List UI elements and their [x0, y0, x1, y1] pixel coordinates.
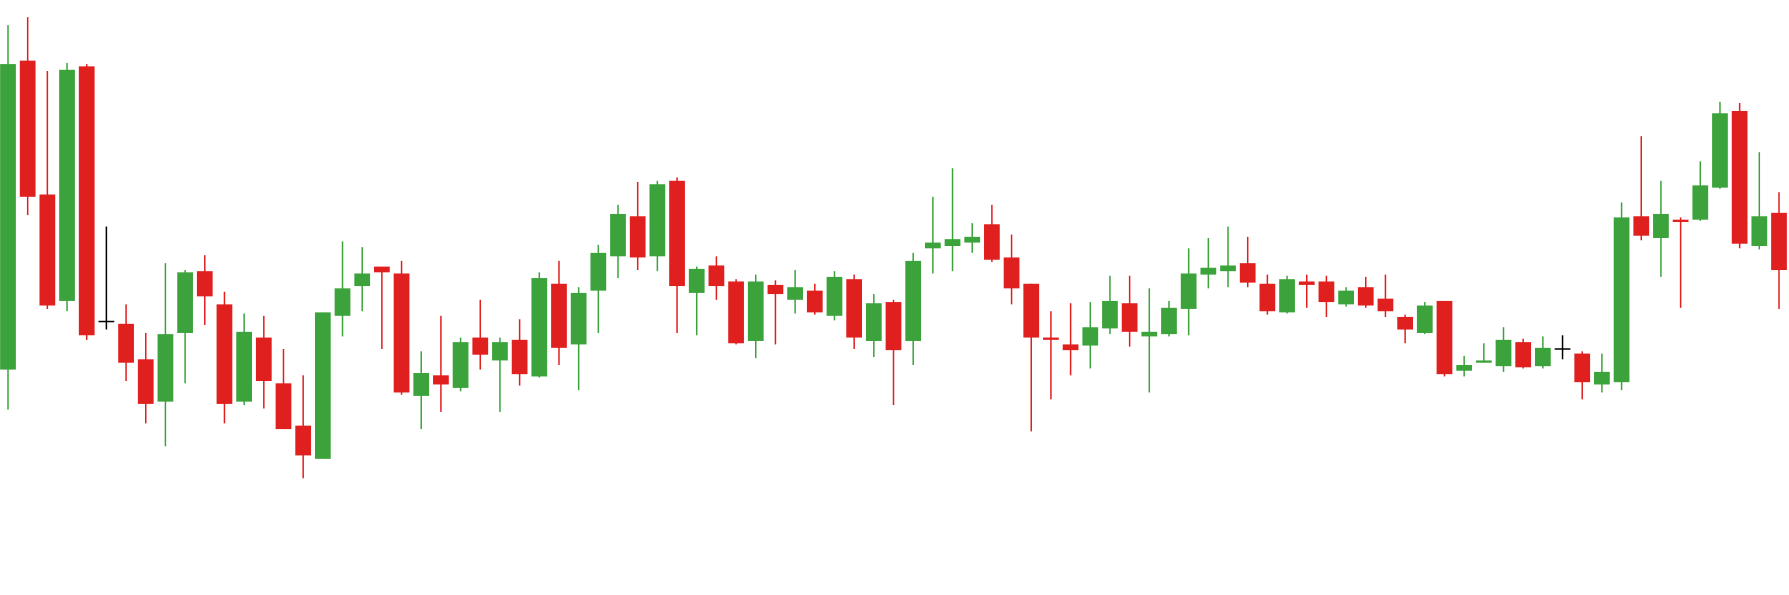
candle-body [747, 281, 764, 341]
candle-body [767, 284, 784, 295]
candle-body [1475, 360, 1492, 363]
candle-body [629, 216, 646, 258]
candle-body [1298, 281, 1315, 285]
candle-body [1495, 339, 1512, 367]
candle-body [137, 359, 154, 404]
candle-body [472, 337, 489, 355]
candle-body [118, 323, 134, 363]
candle-body [275, 383, 292, 430]
candle-body [1633, 216, 1650, 236]
candle-body [19, 60, 36, 197]
candle-body [1613, 217, 1630, 383]
candle-body [1023, 283, 1040, 338]
candle-body [688, 268, 705, 293]
candle-body [452, 342, 469, 388]
candle-body [295, 425, 312, 456]
candle-body [846, 279, 863, 338]
candle-body [905, 260, 922, 341]
candle-body [1003, 257, 1020, 289]
candle-body [216, 304, 233, 404]
candle-body [964, 236, 981, 243]
candle-body [1062, 344, 1079, 351]
candle-body [511, 339, 528, 375]
candle-body [570, 292, 587, 345]
candle-body [1712, 113, 1728, 188]
candle-body [413, 373, 430, 396]
candle-body [1338, 290, 1354, 305]
candle-body [806, 290, 823, 313]
candle-body [433, 375, 449, 385]
candle-body [0, 64, 16, 370]
candle-body [1534, 347, 1551, 367]
candle-body [610, 213, 626, 257]
candle-body [1102, 300, 1118, 329]
candle-body [393, 273, 410, 393]
candle-body [1043, 337, 1059, 340]
candle-body [59, 69, 75, 301]
candle-body [1653, 213, 1669, 238]
candle-body [669, 180, 685, 287]
candle-body [649, 184, 666, 257]
candle-body [1121, 303, 1138, 332]
candle-body [944, 239, 961, 247]
candle-body [865, 303, 882, 341]
candle-body [492, 342, 508, 361]
candle-body [1279, 279, 1295, 313]
candle-body [728, 281, 744, 344]
candle-body [1082, 327, 1099, 346]
candle-body [78, 66, 95, 336]
candle-body [1141, 331, 1158, 337]
candle-body [826, 276, 843, 316]
candle-body [1200, 267, 1217, 275]
candle-body [255, 337, 272, 382]
candle-body [551, 283, 567, 348]
candle-body [1456, 365, 1473, 371]
candle-body [708, 265, 725, 287]
candle-body [1574, 353, 1591, 383]
candle-body [1239, 263, 1256, 283]
candle-body [1220, 265, 1236, 272]
candle-body [157, 334, 174, 402]
candle-body [196, 271, 213, 297]
candle-body [1594, 371, 1610, 385]
candle-body [1436, 300, 1453, 375]
candle-body [984, 224, 1000, 260]
candle-body [924, 242, 941, 249]
candle-body [1161, 307, 1177, 335]
candle-body [787, 287, 803, 300]
candle-body [1318, 281, 1335, 303]
candle-body [531, 278, 548, 377]
candle-body [374, 266, 390, 273]
candle-body [1672, 219, 1689, 222]
candle-body [1771, 212, 1787, 271]
candle-body [1180, 273, 1197, 309]
candle-body [590, 252, 607, 291]
candle-body [1259, 283, 1276, 312]
candle-body [1357, 287, 1374, 306]
candle-body [1397, 316, 1413, 330]
candle-body [354, 273, 371, 287]
candle-body [1377, 298, 1394, 312]
candle-body [1416, 305, 1433, 333]
candle-body [334, 288, 351, 316]
candle-body [1692, 185, 1709, 220]
candle-body [236, 331, 253, 402]
candle-body [885, 302, 902, 351]
candle-body [1751, 216, 1768, 247]
candle-body [314, 312, 331, 459]
candle-body [1731, 110, 1748, 244]
candle-body [1515, 342, 1532, 368]
candle-body [177, 272, 193, 333]
candle-body [39, 194, 56, 306]
